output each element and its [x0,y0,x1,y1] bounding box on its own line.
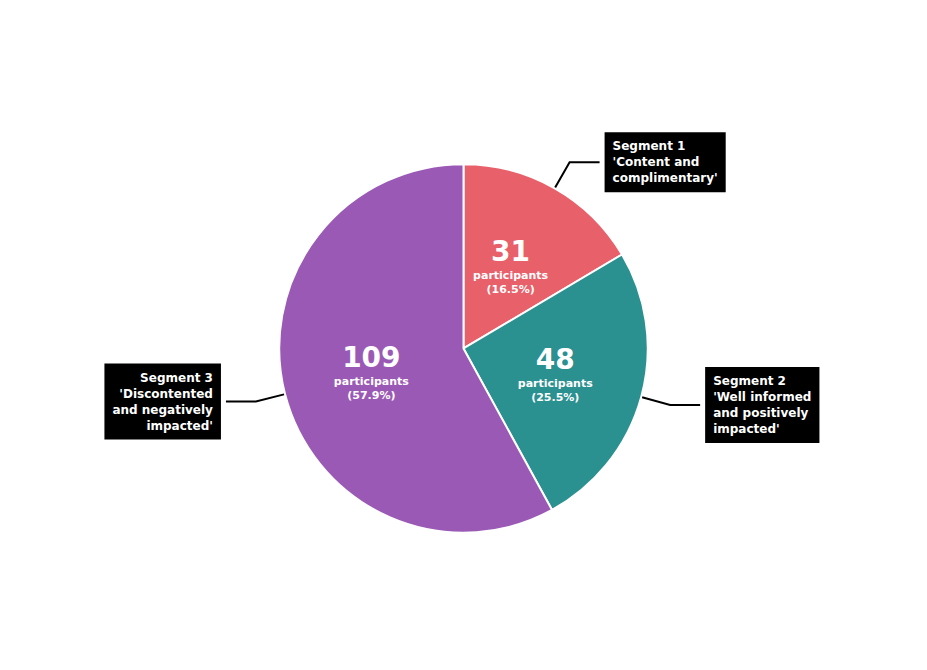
svg-text:impacted': impacted' [146,419,213,433]
svg-text:(25.5%): (25.5%) [531,391,579,404]
svg-text:participants: participants [334,375,409,388]
svg-text:(16.5%): (16.5%) [486,283,534,296]
svg-text:Segment 3: Segment 3 [140,371,213,385]
svg-text:31: 31 [491,235,530,268]
svg-text:participants: participants [518,377,593,390]
svg-text:participants: participants [473,269,548,282]
svg-text:Segment 1: Segment 1 [613,139,686,153]
svg-text:impacted': impacted' [713,422,780,436]
svg-text:Segment 2: Segment 2 [713,374,786,388]
svg-text:'Content and: 'Content and [613,155,700,169]
svg-text:109: 109 [342,341,400,374]
svg-text:(57.9%): (57.9%) [347,389,395,402]
svg-text:and negatively: and negatively [112,403,213,417]
svg-text:'Well informed: 'Well informed [713,390,811,404]
svg-text:48: 48 [536,343,575,376]
svg-text:and positively: and positively [713,406,808,420]
svg-text:'Discontented: 'Discontented [119,387,213,401]
svg-text:complimentary': complimentary' [613,171,718,185]
